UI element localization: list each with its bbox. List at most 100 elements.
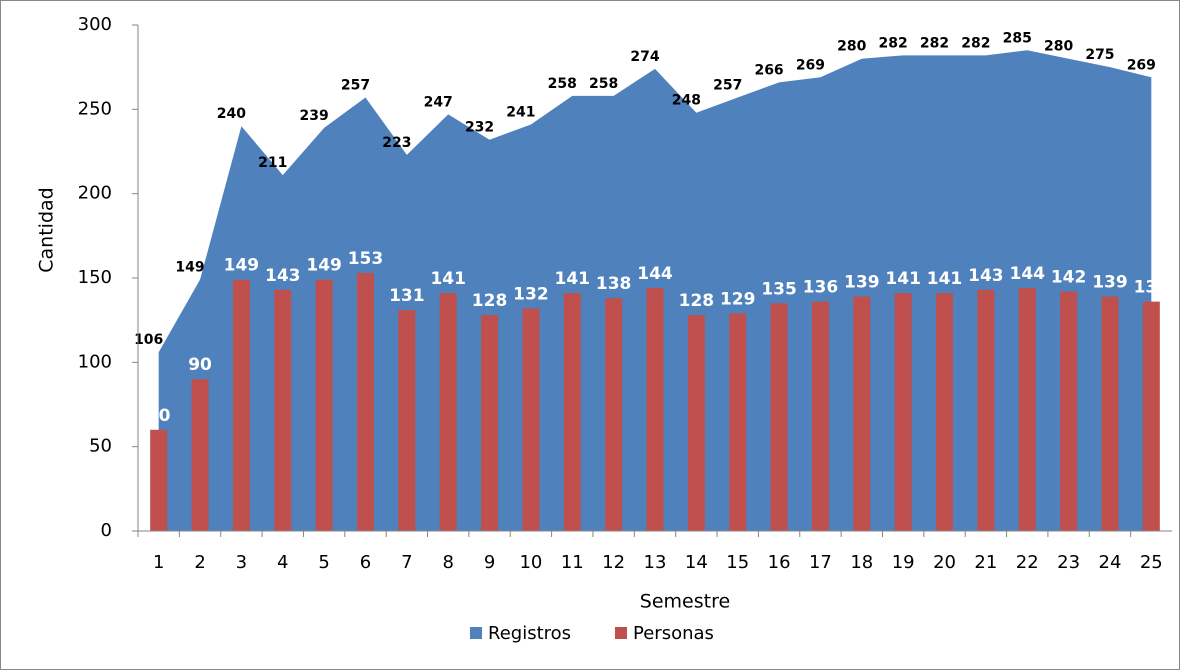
bar: [522, 308, 540, 531]
data-label: 269: [796, 57, 825, 73]
bar: [315, 279, 333, 531]
data-label: 149: [224, 256, 260, 276]
bar: [274, 289, 292, 531]
data-label: 282: [920, 35, 949, 51]
x-tick-label: 13: [644, 552, 667, 573]
data-label: 141: [927, 269, 963, 289]
bar: [356, 272, 374, 531]
x-tick-label: 4: [277, 552, 288, 573]
data-label: 60: [147, 406, 171, 426]
data-label: 136: [1134, 278, 1170, 298]
legend-swatch: [470, 627, 482, 639]
data-label: 239: [300, 108, 329, 124]
x-tick-label: 5: [318, 552, 329, 573]
data-label: 280: [837, 39, 866, 55]
y-tick-label: 300: [78, 14, 112, 35]
x-tick-label: 10: [519, 552, 542, 573]
bar: [481, 315, 499, 531]
data-label: 282: [879, 35, 908, 51]
data-label: 269: [1127, 57, 1156, 73]
data-label: 274: [630, 49, 659, 65]
x-tick-label: 2: [194, 552, 205, 573]
bar: [936, 293, 954, 531]
x-tick-label: 6: [360, 552, 371, 573]
data-label: 257: [713, 78, 742, 94]
data-label: 149: [175, 260, 204, 276]
y-tick-label: 150: [78, 267, 112, 288]
bar: [811, 301, 829, 531]
data-label: 240: [217, 106, 246, 122]
data-label: 143: [968, 266, 1004, 286]
x-tick-label: 19: [892, 552, 915, 573]
data-label: 144: [637, 264, 673, 284]
bar: [729, 313, 747, 531]
data-label: 142: [1051, 267, 1087, 287]
x-tick-label: 17: [809, 552, 832, 573]
data-label: 153: [348, 249, 384, 269]
bar: [770, 303, 788, 531]
bar: [398, 310, 416, 531]
data-label: 232: [465, 120, 494, 136]
x-tick-label: 11: [561, 552, 584, 573]
x-tick-label: 24: [1099, 552, 1122, 573]
data-label: 149: [306, 256, 342, 276]
data-label: 136: [803, 278, 839, 298]
bar: [1101, 296, 1119, 531]
x-tick-label: 25: [1140, 552, 1163, 573]
data-label: 258: [548, 76, 577, 92]
data-label: 106: [134, 332, 163, 348]
bar: [853, 296, 871, 531]
legend-label: Registros: [488, 623, 571, 644]
x-tick-label: 12: [602, 552, 625, 573]
data-label: 141: [885, 269, 921, 289]
y-tick-label: 200: [78, 183, 112, 204]
data-label: 266: [754, 62, 783, 78]
data-label: 211: [258, 155, 287, 171]
y-tick-label: 50: [89, 436, 112, 457]
x-tick-label: 18: [850, 552, 873, 573]
x-tick-label: 7: [401, 552, 412, 573]
data-label: 139: [844, 273, 880, 293]
data-label: 280: [1044, 39, 1073, 55]
bar: [1142, 301, 1160, 531]
data-label: 282: [961, 35, 990, 51]
data-label: 285: [1003, 30, 1032, 46]
data-label: 141: [555, 269, 591, 289]
bar: [605, 298, 623, 531]
x-tick-label: 14: [685, 552, 708, 573]
bar: [150, 429, 168, 531]
data-label: 248: [672, 93, 701, 109]
bar: [191, 379, 209, 531]
x-tick-label: 1: [153, 552, 164, 573]
x-tick-label: 21: [974, 552, 997, 573]
x-tick-label: 3: [236, 552, 247, 573]
bar: [563, 293, 581, 531]
legend-swatch: [615, 627, 627, 639]
x-tick-label: 22: [1016, 552, 1039, 573]
bar: [894, 293, 912, 531]
data-label: 143: [265, 266, 301, 286]
data-label: 135: [761, 279, 797, 299]
x-tick-label: 15: [726, 552, 749, 573]
data-label: 257: [341, 78, 370, 94]
bar: [232, 279, 250, 531]
data-label: 90: [188, 355, 212, 375]
data-label: 139: [1092, 273, 1128, 293]
data-label: 144: [1009, 264, 1045, 284]
data-label: 128: [472, 291, 508, 311]
bar: [1018, 288, 1036, 531]
x-axis-title: Semestre: [640, 591, 730, 613]
x-tick-label: 23: [1057, 552, 1080, 573]
x-tick-label: 8: [442, 552, 453, 573]
y-tick-label: 250: [78, 98, 112, 119]
data-label: 129: [720, 289, 756, 309]
bar: [1060, 291, 1078, 531]
x-tick-label: 20: [933, 552, 956, 573]
data-label: 247: [424, 94, 453, 110]
y-tick-label: 100: [78, 351, 112, 372]
legend-label: Personas: [633, 623, 714, 644]
y-axis-title: Cantidad: [36, 187, 58, 272]
data-label: 128: [679, 291, 715, 311]
data-label: 138: [596, 274, 632, 294]
data-label: 241: [506, 105, 535, 121]
